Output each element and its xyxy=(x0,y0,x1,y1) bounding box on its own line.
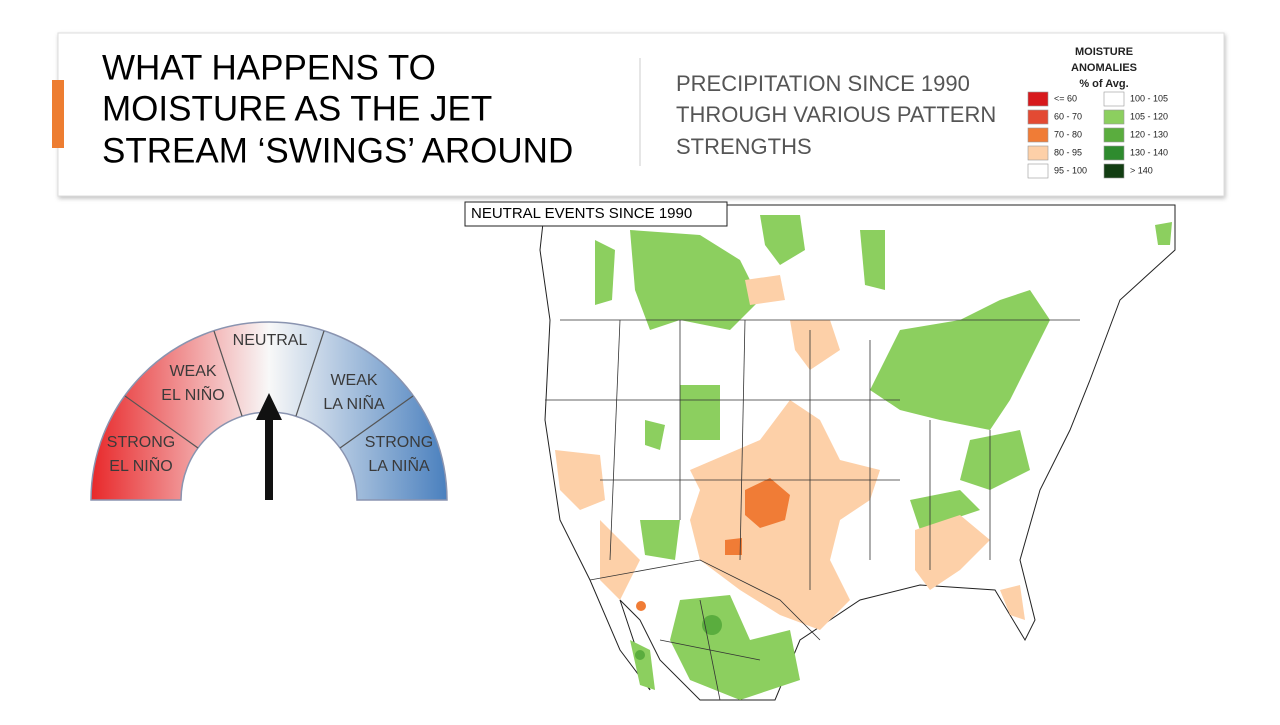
legend-label: 100 - 105 xyxy=(1130,93,1168,103)
legend-swatch xyxy=(1103,163,1125,179)
legend-swatch xyxy=(1027,91,1049,107)
legend-swatch xyxy=(1027,109,1049,125)
gauge: NEUTRAL WEAK EL NIÑO WEAK LA NIÑA STRONG… xyxy=(90,321,448,501)
subtitle: THROUGH VARIOUS PATTERN xyxy=(676,102,996,127)
legend-swatch xyxy=(1103,91,1125,107)
legend-title: % of Avg. xyxy=(1079,78,1128,90)
legend-swatch xyxy=(1103,145,1125,161)
gauge-label: STRONG xyxy=(107,434,175,451)
gauge-label: LA NIÑA xyxy=(368,455,430,475)
legend-title: MOISTURE xyxy=(1075,46,1133,58)
subtitle: PRECIPITATION SINCE 1990 xyxy=(676,71,970,96)
gauge-label: WEAK xyxy=(330,372,377,389)
gauge-label: NEUTRAL xyxy=(233,332,308,349)
gauge-label: STRONG xyxy=(365,434,433,451)
legend-swatch xyxy=(1027,127,1049,143)
legend: <= 60 60 - 70 70 - 80 80 - 95 95 - 100 100 - … xyxy=(1027,91,1168,179)
accent-bar xyxy=(52,80,64,148)
map-label-box xyxy=(464,201,728,227)
legend-label: > 140 xyxy=(1130,165,1153,175)
map: NEUTRAL EVENTS SINCE 1990 xyxy=(464,201,1176,701)
legend-label: 70 - 80 xyxy=(1054,129,1082,139)
gauge-label: EL NIÑO xyxy=(161,384,224,404)
legend-swatch xyxy=(1027,145,1049,161)
gauge-label: EL NIÑO xyxy=(109,455,172,475)
legend-swatch xyxy=(1103,109,1125,125)
legend-title: ANOMALIES xyxy=(1071,62,1137,74)
title: WHAT HAPPENS TO xyxy=(102,48,436,87)
gauge-label: WEAK xyxy=(169,363,216,380)
subtitle: STRENGTHS xyxy=(676,134,812,159)
map-label: NEUTRAL EVENTS SINCE 1990 xyxy=(471,205,692,222)
title: MOISTURE AS THE JET xyxy=(102,89,492,128)
legend-swatch xyxy=(1103,127,1125,143)
legend-label: 105 - 120 xyxy=(1130,111,1168,121)
legend-swatch xyxy=(1027,163,1049,179)
legend-label: 60 - 70 xyxy=(1054,111,1082,121)
legend-label: 95 - 100 xyxy=(1054,165,1087,175)
legend-label: 80 - 95 xyxy=(1054,147,1082,157)
legend-label: 130 - 140 xyxy=(1130,147,1168,157)
legend-label: 120 - 130 xyxy=(1130,129,1168,139)
legend-label: <= 60 xyxy=(1054,93,1077,103)
gauge-label: LA NIÑA xyxy=(323,393,385,413)
title: STREAM ‘SWINGS’ AROUND xyxy=(102,131,573,170)
